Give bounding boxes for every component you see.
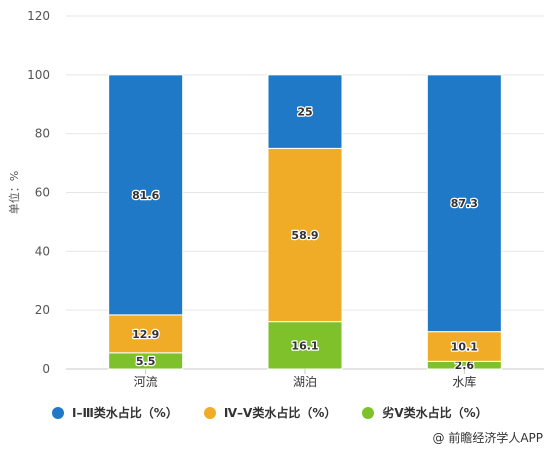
source-note: @ 前瞻经济学人APP [432, 431, 544, 445]
legend-item: Ⅳ–Ⅴ类水占比（%） [203, 404, 337, 421]
y-tick-label: 100 [27, 68, 50, 82]
bar-segment [267, 321, 343, 370]
legend-swatch [362, 406, 375, 419]
data-label: 5.5 [136, 355, 156, 368]
data-label: 10.1 [451, 340, 478, 353]
y-tick-label: 120 [27, 9, 50, 23]
legend-swatch [203, 406, 216, 419]
data-label: 25 [297, 106, 312, 119]
legend-swatch [52, 406, 64, 419]
y-tick-label: 80 [35, 127, 50, 141]
legend-item: 劣Ⅴ类水占比（%） [362, 404, 488, 421]
data-label: 81.6 [132, 189, 159, 202]
y-tick-label: 40 [35, 244, 50, 258]
bar-segment [267, 74, 343, 149]
y-tick-label: 60 [35, 186, 50, 200]
y-tick-label: 20 [35, 303, 50, 317]
bar-segment [426, 74, 502, 333]
y-axis-label: 单位：% [7, 171, 21, 214]
data-label: 16.1 [291, 339, 318, 352]
legend-label: Ⅰ–Ⅲ类水占比（%） [72, 406, 178, 420]
x-tick-label: 河流 [134, 375, 158, 389]
data-label: 12.9 [132, 328, 159, 341]
chart-legend: Ⅰ–Ⅲ类水占比（%） Ⅳ–Ⅴ类水占比（%） 劣Ⅴ类水占比（%） [52, 404, 514, 421]
legend-label: Ⅳ–Ⅴ类水占比（%） [223, 406, 337, 420]
x-tick-label: 湖泊 [293, 374, 317, 389]
legend-item: Ⅰ–Ⅲ类水占比（%） [52, 404, 178, 421]
y-tick-label: 0 [42, 362, 50, 376]
bar-segment [426, 331, 502, 362]
data-label: 87.3 [451, 197, 478, 210]
legend-label: 劣Ⅴ类水占比（%） [382, 406, 488, 420]
data-label: 58.9 [291, 229, 318, 242]
bar-segment [267, 147, 343, 323]
x-tick-label: 水库 [452, 374, 476, 389]
bar-segment [108, 74, 184, 316]
